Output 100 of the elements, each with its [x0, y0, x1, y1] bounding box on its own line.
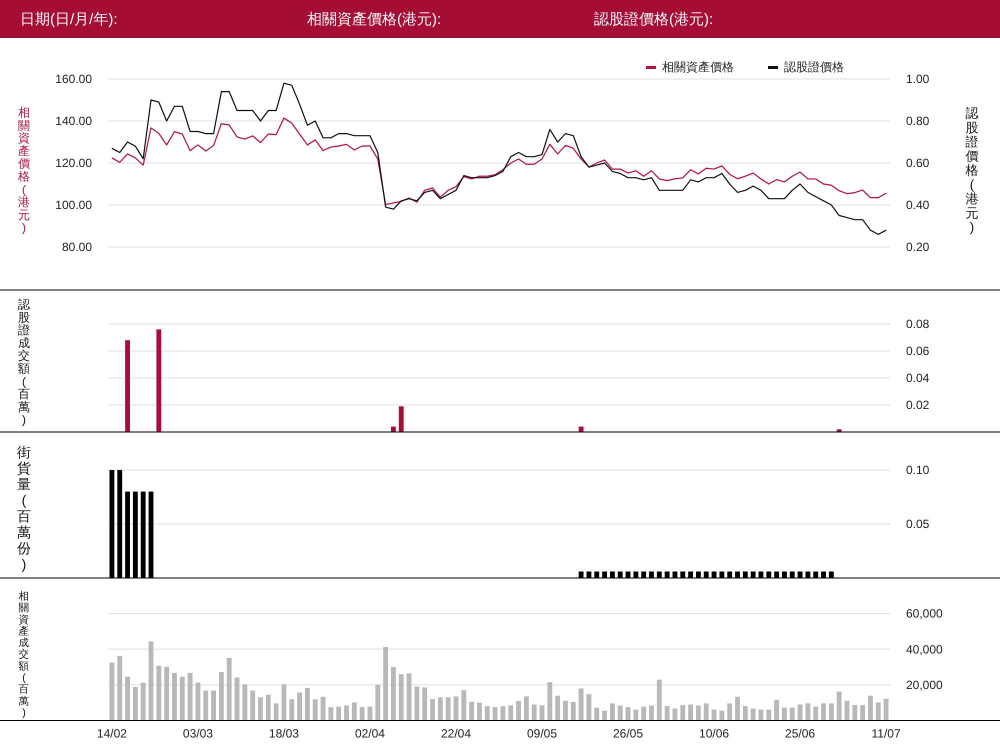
bar	[282, 684, 286, 720]
bar	[148, 642, 154, 720]
bar	[656, 680, 662, 720]
bar	[798, 704, 802, 720]
x-tick-label: 10/06	[699, 726, 730, 740]
y-tick-label: 60,000	[906, 606, 944, 621]
bar	[188, 672, 193, 720]
bar	[884, 698, 889, 720]
bar	[594, 708, 600, 720]
bar	[540, 705, 544, 720]
bar	[140, 682, 146, 720]
bar	[664, 706, 670, 720]
bar	[274, 703, 279, 720]
bar	[289, 699, 294, 720]
bar	[266, 694, 271, 720]
bar	[297, 692, 302, 720]
bar	[125, 676, 130, 720]
bar	[578, 426, 584, 432]
bar	[312, 699, 318, 720]
bar	[203, 690, 208, 720]
x-tick-label: 18/03	[268, 726, 300, 740]
bar	[328, 707, 334, 720]
bar	[852, 704, 858, 720]
bar	[132, 686, 138, 720]
y-tick-label: 0.02	[906, 398, 930, 412]
y-tick-label: 0.10	[906, 463, 930, 478]
bar	[555, 696, 560, 720]
y-tick-label: 0.05	[906, 517, 930, 532]
bar	[680, 704, 686, 720]
line-series	[111, 117, 887, 206]
bar	[782, 708, 787, 720]
bar	[352, 702, 357, 720]
bar	[696, 706, 701, 720]
y-tick-label: 0.04	[906, 371, 930, 386]
y-tick-label: 20,000	[906, 678, 944, 692]
bar	[375, 684, 380, 720]
bar	[391, 426, 396, 432]
bar	[610, 703, 615, 720]
bar	[742, 706, 748, 720]
text: 日期(日/月/年):	[20, 11, 118, 28]
bar	[156, 329, 162, 432]
bar	[876, 702, 881, 720]
bar	[477, 702, 482, 720]
bar	[500, 706, 506, 720]
y-tick-label: 100.00	[55, 198, 92, 212]
y2-tick-label: 0.80	[906, 114, 930, 128]
bar	[438, 697, 443, 720]
y-tick-label: 80.00	[62, 240, 92, 254]
bar	[719, 710, 724, 720]
bar	[688, 704, 694, 720]
x-tick-label: 22/04	[440, 726, 472, 740]
bar	[258, 697, 263, 720]
line-series	[111, 82, 887, 235]
bar	[868, 696, 873, 720]
bar	[836, 692, 842, 720]
bar	[516, 700, 521, 720]
text: 認股證價格(港元)	[966, 106, 978, 235]
bar	[391, 667, 396, 720]
bar	[398, 674, 404, 720]
bar	[430, 699, 435, 720]
bar	[649, 706, 654, 720]
bar	[602, 710, 607, 720]
y2-tick-label: 0.40	[906, 198, 930, 212]
bar	[398, 406, 404, 432]
bar	[570, 702, 576, 720]
legend-label: 相關資產價格	[662, 60, 734, 74]
bar	[774, 700, 780, 720]
bar	[469, 702, 474, 720]
bar	[626, 707, 630, 720]
bar	[164, 666, 170, 720]
y-tick-label: 120.00	[55, 156, 92, 170]
bar	[578, 688, 584, 720]
y-tick-label: 40,000	[906, 642, 944, 656]
bar	[422, 688, 428, 720]
bar	[586, 694, 592, 720]
bar	[484, 706, 490, 720]
bar	[180, 676, 185, 720]
bar	[790, 708, 795, 720]
x-tick-label: 03/03	[182, 726, 214, 740]
text: 相關資產價格(港元):	[307, 11, 442, 28]
bar	[156, 666, 162, 720]
bar	[446, 697, 451, 720]
bar	[532, 704, 537, 720]
y2-tick-label: 1.00	[906, 72, 930, 86]
text: 相關資產成交額(百萬)	[18, 590, 30, 719]
bar	[242, 684, 248, 720]
y-tick-label: 140.00	[55, 114, 92, 128]
x-tick-label: 25/06	[785, 726, 816, 740]
text: 認股證成交額(百萬)	[18, 298, 30, 427]
bar	[618, 706, 623, 720]
bar	[211, 690, 216, 720]
bar	[672, 708, 678, 720]
x-tick-label: 26/05	[613, 726, 644, 740]
bar	[320, 696, 326, 720]
x-tick-label: 11/07	[872, 726, 901, 740]
bar	[125, 340, 130, 432]
bar	[218, 672, 224, 720]
text: 認股證價格(港元):	[594, 11, 714, 28]
bar	[821, 703, 826, 720]
bar	[563, 700, 568, 720]
